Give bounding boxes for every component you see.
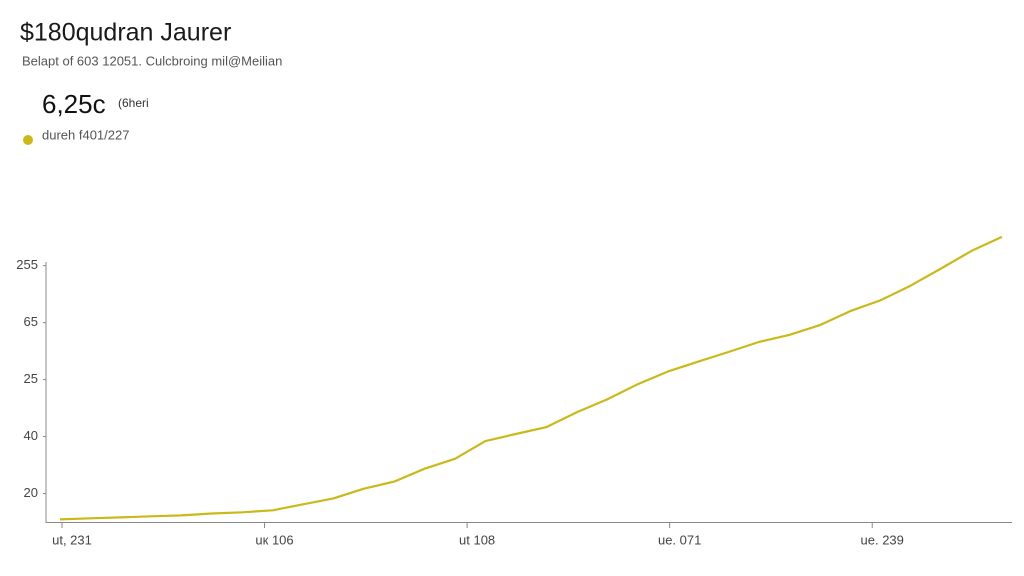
y-tick-label: 65 [24, 314, 38, 329]
x-tick-label: ut, 231 [52, 532, 92, 547]
x-tick-label: ue. 071 [658, 532, 701, 547]
headline-value: 6,25c [42, 89, 106, 119]
x-tick-label: ut 108 [459, 532, 495, 547]
legend-swatch [23, 135, 33, 145]
x-tick-label: uк 106 [255, 532, 293, 547]
legend-label: dureh f401/227 [42, 127, 129, 142]
headline-unit: (6heri [118, 96, 149, 110]
line-series [59, 235, 1003, 521]
y-tick-label: 40 [24, 428, 38, 443]
y-tick-label: 20 [24, 485, 38, 500]
y-tick-label: 25 [24, 371, 38, 386]
chart-subtitle: Belapt of 603 12051. Culcbroing mil@Meil… [22, 53, 282, 68]
x-tick-label: ue. 239 [861, 532, 904, 547]
y-tick-label: 255 [16, 257, 38, 272]
chart-title: $180qudran Jaurer [20, 19, 231, 47]
